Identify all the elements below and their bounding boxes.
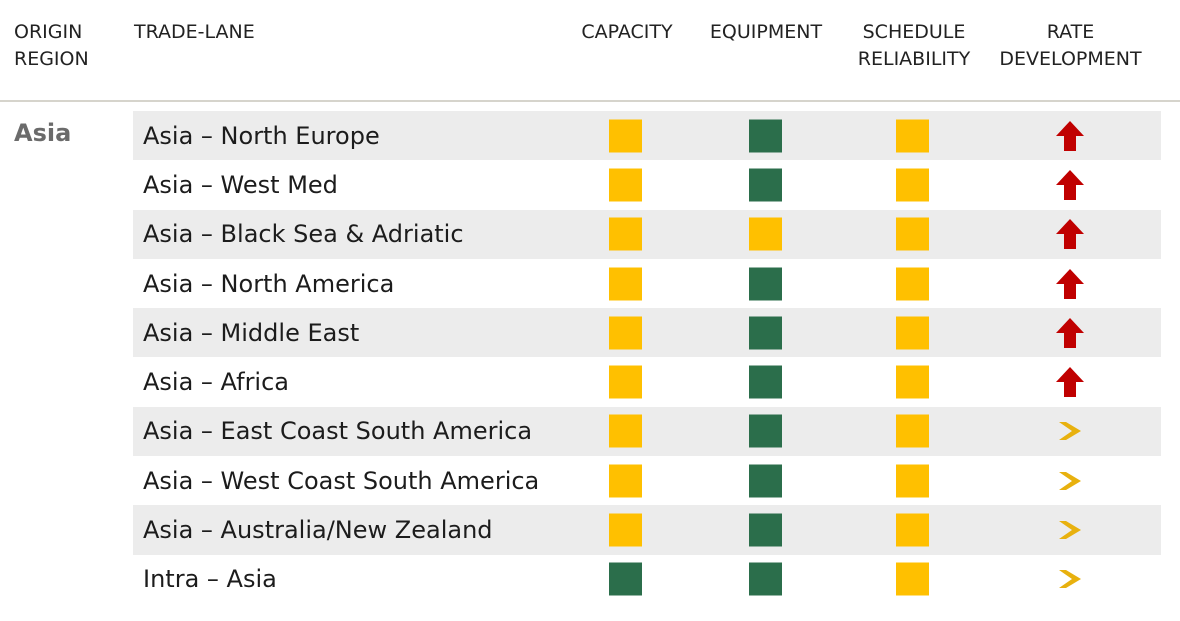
capacity-indicator bbox=[609, 414, 642, 448]
trade-lane-name: Asia – Black Sea & Adriatic bbox=[143, 220, 464, 249]
schedule-reliability-indicator bbox=[896, 464, 929, 498]
table-row: Asia – Black Sea & Adriatic bbox=[133, 209, 1161, 259]
header-equipment: EQUIPMENT bbox=[709, 21, 823, 43]
equipment-indicator bbox=[749, 217, 782, 251]
schedule-reliability-indicator bbox=[896, 119, 929, 153]
header-schedule-reliability: SCHEDULE RELIABILITY bbox=[857, 21, 971, 70]
capacity-indicator bbox=[609, 464, 642, 498]
up-arrow-icon bbox=[1053, 168, 1087, 202]
header-divider bbox=[0, 100, 1180, 102]
trade-lane-name: Asia – West Med bbox=[143, 170, 338, 199]
capacity-indicator bbox=[609, 562, 642, 596]
capacity-indicator bbox=[609, 168, 642, 202]
header-trade-lane: TRADE-LANE bbox=[134, 21, 255, 43]
schedule-reliability-indicator bbox=[896, 168, 929, 202]
up-arrow-icon bbox=[1053, 217, 1087, 251]
trade-lane-name: Asia – North America bbox=[143, 269, 395, 298]
table-row: Asia – North Europe bbox=[133, 111, 1161, 161]
table-row: Asia – East Coast South America bbox=[133, 406, 1161, 457]
capacity-indicator bbox=[609, 365, 642, 399]
right-arrow-icon bbox=[1053, 464, 1087, 498]
right-arrow-icon bbox=[1053, 414, 1087, 448]
trade-lane-name: Asia – North Europe bbox=[143, 121, 380, 150]
trade-lane-name: Asia – Africa bbox=[143, 368, 290, 397]
table-header: ORIGIN REGION TRADE-LANE CAPACITY EQUIPM… bbox=[0, 0, 1180, 100]
equipment-indicator bbox=[749, 562, 782, 596]
equipment-indicator bbox=[749, 267, 782, 301]
up-arrow-icon bbox=[1053, 119, 1087, 153]
header-rate-development: RATE DEVELOPMENT bbox=[999, 21, 1142, 70]
trade-lane-name: Intra – Asia bbox=[143, 565, 277, 594]
equipment-indicator bbox=[749, 414, 782, 448]
schedule-reliability-indicator bbox=[896, 365, 929, 399]
trade-lane-name: Asia – West Coast South America bbox=[143, 466, 540, 495]
capacity-indicator bbox=[609, 217, 642, 251]
capacity-indicator bbox=[609, 513, 642, 547]
equipment-indicator bbox=[749, 316, 782, 350]
schedule-reliability-indicator bbox=[896, 217, 929, 251]
equipment-indicator bbox=[749, 464, 782, 498]
table-row: Asia – West Med bbox=[133, 160, 1161, 209]
trade-lane-name: Asia – East Coast South America bbox=[143, 417, 533, 446]
trade-lane-table: Asia – North Europe Asia – West Med Asia –… bbox=[133, 111, 1161, 604]
header-origin-region: ORIGIN REGION bbox=[14, 21, 89, 70]
equipment-indicator bbox=[749, 365, 782, 399]
header-capacity: CAPACITY bbox=[581, 21, 673, 43]
up-arrow-icon bbox=[1053, 267, 1087, 301]
up-arrow-icon bbox=[1053, 316, 1087, 350]
right-arrow-icon bbox=[1053, 513, 1087, 547]
capacity-indicator bbox=[609, 267, 642, 301]
trade-lane-name: Asia – Australia/New Zealand bbox=[143, 516, 493, 545]
table-row: Asia – North America bbox=[133, 259, 1161, 308]
equipment-indicator bbox=[749, 119, 782, 153]
table-row: Asia – Australia/New Zealand bbox=[133, 505, 1161, 555]
schedule-reliability-indicator bbox=[896, 414, 929, 448]
table-row: Asia – Africa bbox=[133, 357, 1161, 406]
capacity-indicator bbox=[609, 119, 642, 153]
trade-lane-name: Asia – Middle East bbox=[143, 318, 360, 347]
right-arrow-icon bbox=[1053, 562, 1087, 596]
schedule-reliability-indicator bbox=[896, 267, 929, 301]
table-row: Asia – Middle East bbox=[133, 308, 1161, 358]
equipment-indicator bbox=[749, 168, 782, 202]
table-row: Intra – Asia bbox=[133, 555, 1161, 604]
capacity-indicator bbox=[609, 316, 642, 350]
schedule-reliability-indicator bbox=[896, 316, 929, 350]
schedule-reliability-indicator bbox=[896, 562, 929, 596]
table-row: Asia – West Coast South America bbox=[133, 456, 1161, 505]
origin-region-label: Asia bbox=[14, 119, 72, 147]
up-arrow-icon bbox=[1053, 365, 1087, 399]
schedule-reliability-indicator bbox=[896, 513, 929, 547]
equipment-indicator bbox=[749, 513, 782, 547]
